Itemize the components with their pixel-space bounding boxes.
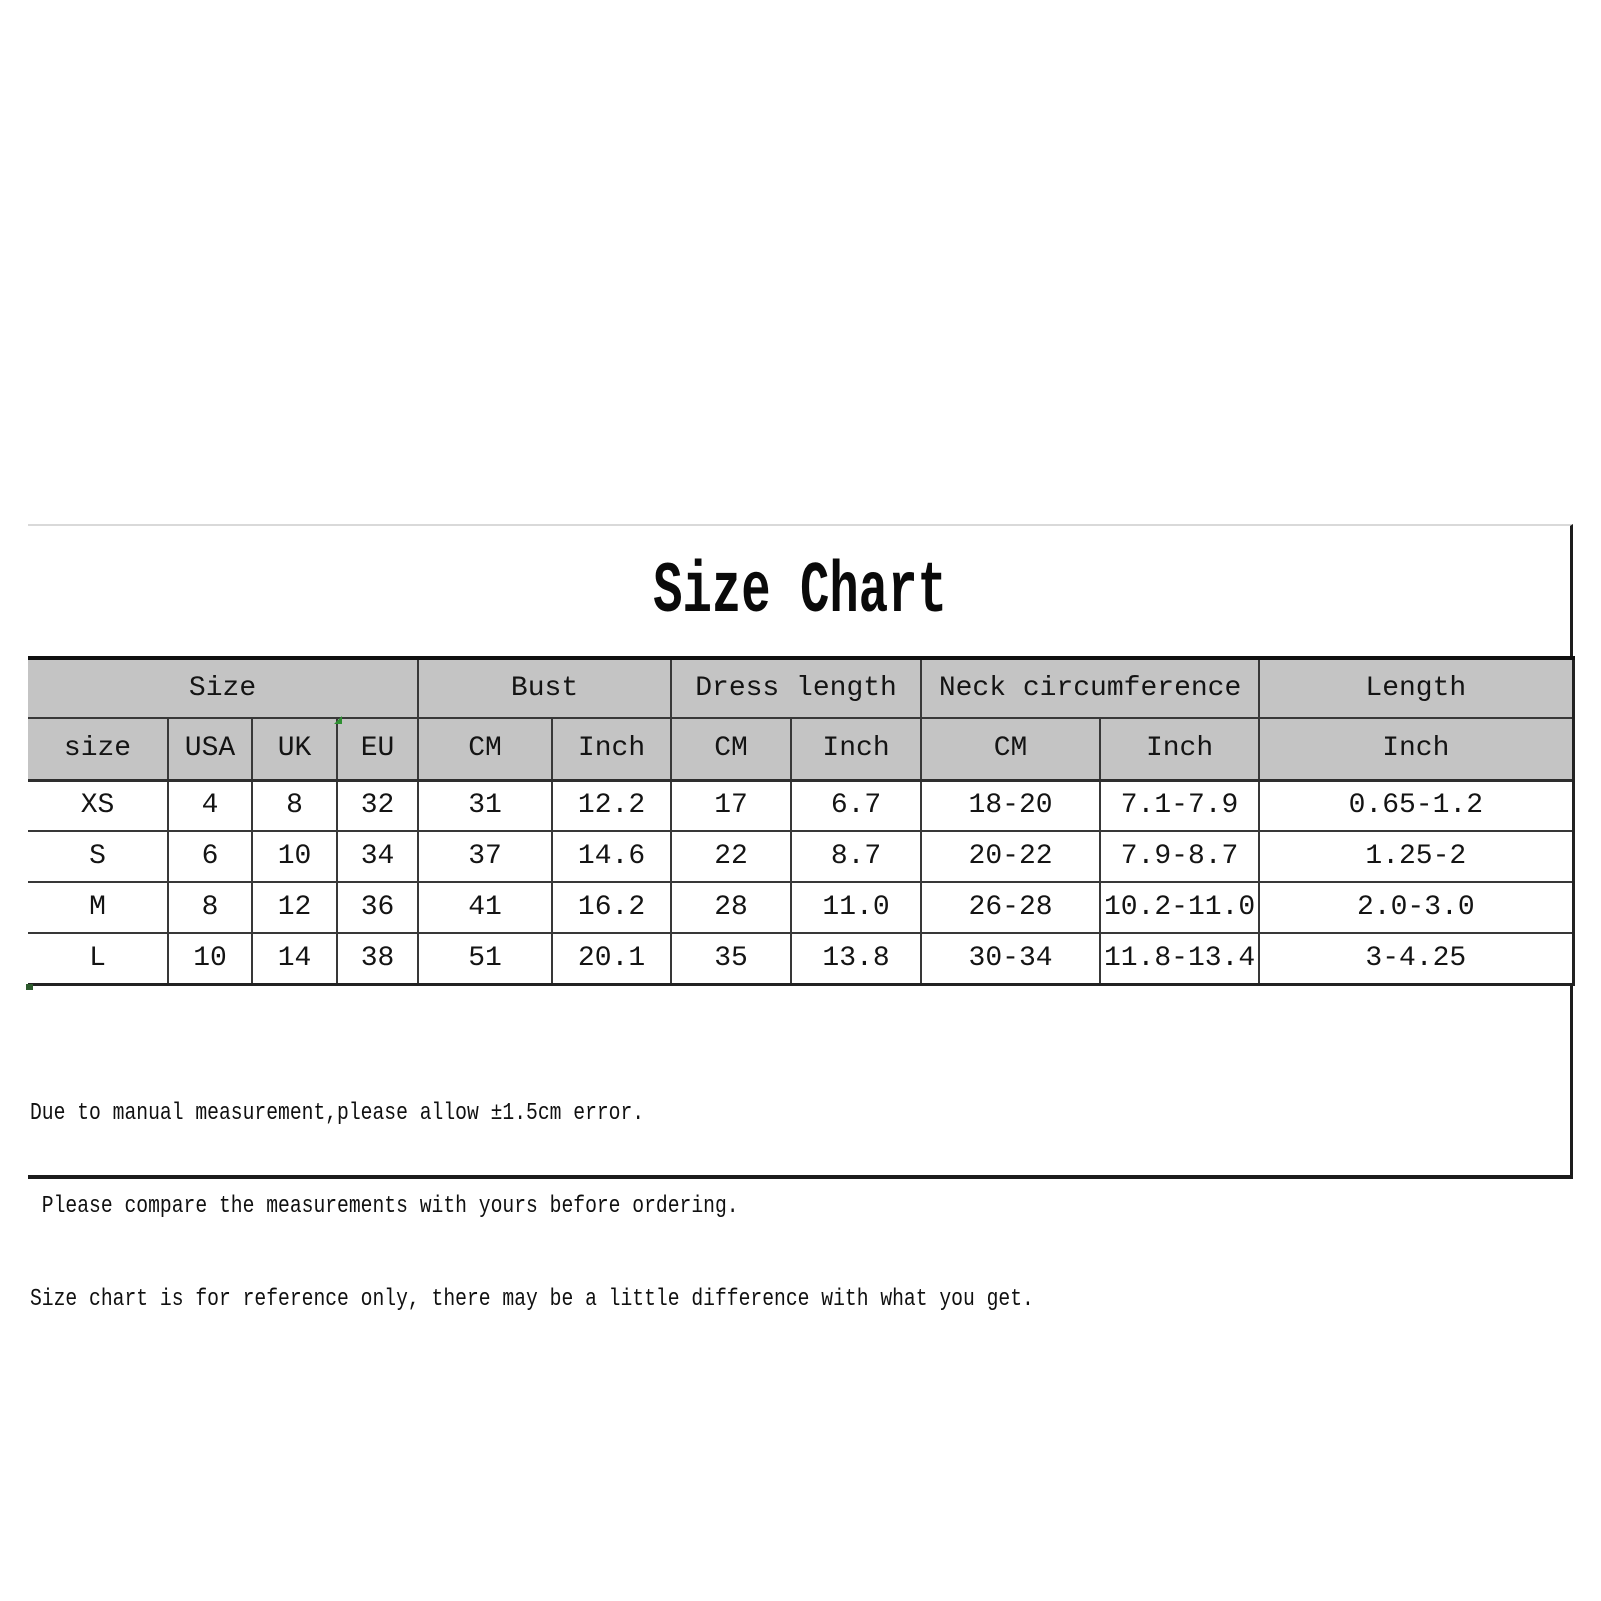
table-cell: 26-28 (920, 881, 1102, 934)
group-header-cell-length: Length (1258, 656, 1575, 719)
notes-block: Due to manual measurement,please allow ±… (30, 1036, 1034, 1377)
table-cell: 16.2 (551, 881, 673, 934)
row-label-cell: M (28, 881, 169, 934)
note-line-measurement-error: Due to manual measurement,please allow ±… (30, 1100, 645, 1127)
column-header-cell: UK (251, 717, 338, 781)
table-cell: 1.25-2 (1258, 830, 1575, 883)
table-cell: 3-4.25 (1258, 932, 1575, 986)
table-cell: 8.7 (790, 830, 923, 883)
table-cell: 51 (417, 932, 554, 986)
table-cell: 7.1-7.9 (1099, 778, 1261, 832)
table-cell: 32 (335, 778, 420, 832)
row-label-cell: S (28, 830, 169, 883)
table-cell: 14 (251, 932, 338, 986)
table-cell: 36 (335, 881, 420, 934)
green-corner-artifact (26, 984, 33, 990)
column-header-cell: Inch (1099, 717, 1261, 781)
table-cell: 28 (670, 881, 793, 934)
column-header-cell: Inch (790, 717, 923, 781)
group-header-cell-dress-length: Dress length (670, 656, 923, 719)
table-cell: 10 (251, 830, 338, 883)
table-cell: 6.7 (790, 778, 923, 832)
table-cell: 17 (670, 778, 793, 832)
table-row-xs: XS 4 8 32 31 12.2 17 6.7 18-20 7.1-7.9 0… (28, 778, 1575, 832)
note-line-compare-measurements: Please compare the measurements with you… (30, 1193, 739, 1220)
table-subheader-row: size USA UK EU CM Inch CM Inch CM Inch I… (28, 717, 1575, 781)
table-cell: 7.9-8.7 (1099, 830, 1261, 883)
group-header-cell-neck-circumference: Neck circumference (920, 656, 1261, 719)
column-header-cell: CM (670, 717, 793, 781)
table-cell: 10 (167, 932, 253, 986)
green-tick-artifact (334, 716, 342, 724)
table-cell: 38 (335, 932, 420, 986)
row-label-cell: L (28, 932, 169, 986)
row-label-cell: XS (28, 778, 169, 832)
table-row-s: S 6 10 34 37 14.6 22 8.7 20-22 7.9-8.7 1… (28, 830, 1575, 883)
column-header-cell: USA (167, 717, 253, 781)
table-cell: 8 (167, 881, 253, 934)
size-table: Size Bust Dress length Neck circumferenc… (28, 656, 1575, 986)
group-header-cell-size: Size (28, 656, 420, 719)
table-cell: 11.0 (790, 881, 923, 934)
table-cell: 10.2-11.0 (1099, 881, 1261, 934)
table-cell: 34 (335, 830, 420, 883)
table-cell: 22 (670, 830, 793, 883)
table-row-l: L 10 14 38 51 20.1 35 13.8 30-34 11.8-13… (28, 932, 1575, 986)
column-header-cell: Inch (1258, 717, 1575, 781)
table-cell: 18-20 (920, 778, 1102, 832)
note-line-reference-only: Size chart is for reference only, there … (30, 1286, 1034, 1313)
table-cell: 0.65-1.2 (1258, 778, 1575, 832)
table-cell: 12.2 (551, 778, 673, 832)
column-header-cell: CM (417, 717, 554, 781)
group-header-cell-bust: Bust (417, 656, 673, 719)
table-cell: 37 (417, 830, 554, 883)
table-cell: 41 (417, 881, 554, 934)
column-header-cell: EU (335, 717, 420, 781)
table-row-m: M 8 12 36 41 16.2 28 11.0 26-28 10.2-11.… (28, 881, 1575, 934)
table-cell: 13.8 (790, 932, 923, 986)
table-cell: 4 (167, 778, 253, 832)
column-header-cell: size (28, 717, 169, 781)
table-cell: 8 (251, 778, 338, 832)
page-title: Size Chart (0, 552, 1601, 632)
column-header-cell: CM (920, 717, 1102, 781)
table-cell: 14.6 (551, 830, 673, 883)
table-cell: 2.0-3.0 (1258, 881, 1575, 934)
table-cell: 12 (251, 881, 338, 934)
table-cell: 6 (167, 830, 253, 883)
table-cell: 11.8-13.4 (1099, 932, 1261, 986)
column-header-cell: Inch (551, 717, 673, 781)
table-cell: 35 (670, 932, 793, 986)
table-cell: 20.1 (551, 932, 673, 986)
table-cell: 20-22 (920, 830, 1102, 883)
page-title-text: Size Chart (653, 551, 948, 633)
table-group-header-row: Size Bust Dress length Neck circumferenc… (28, 656, 1575, 719)
table-cell: 31 (417, 778, 554, 832)
table-cell: 30-34 (920, 932, 1102, 986)
